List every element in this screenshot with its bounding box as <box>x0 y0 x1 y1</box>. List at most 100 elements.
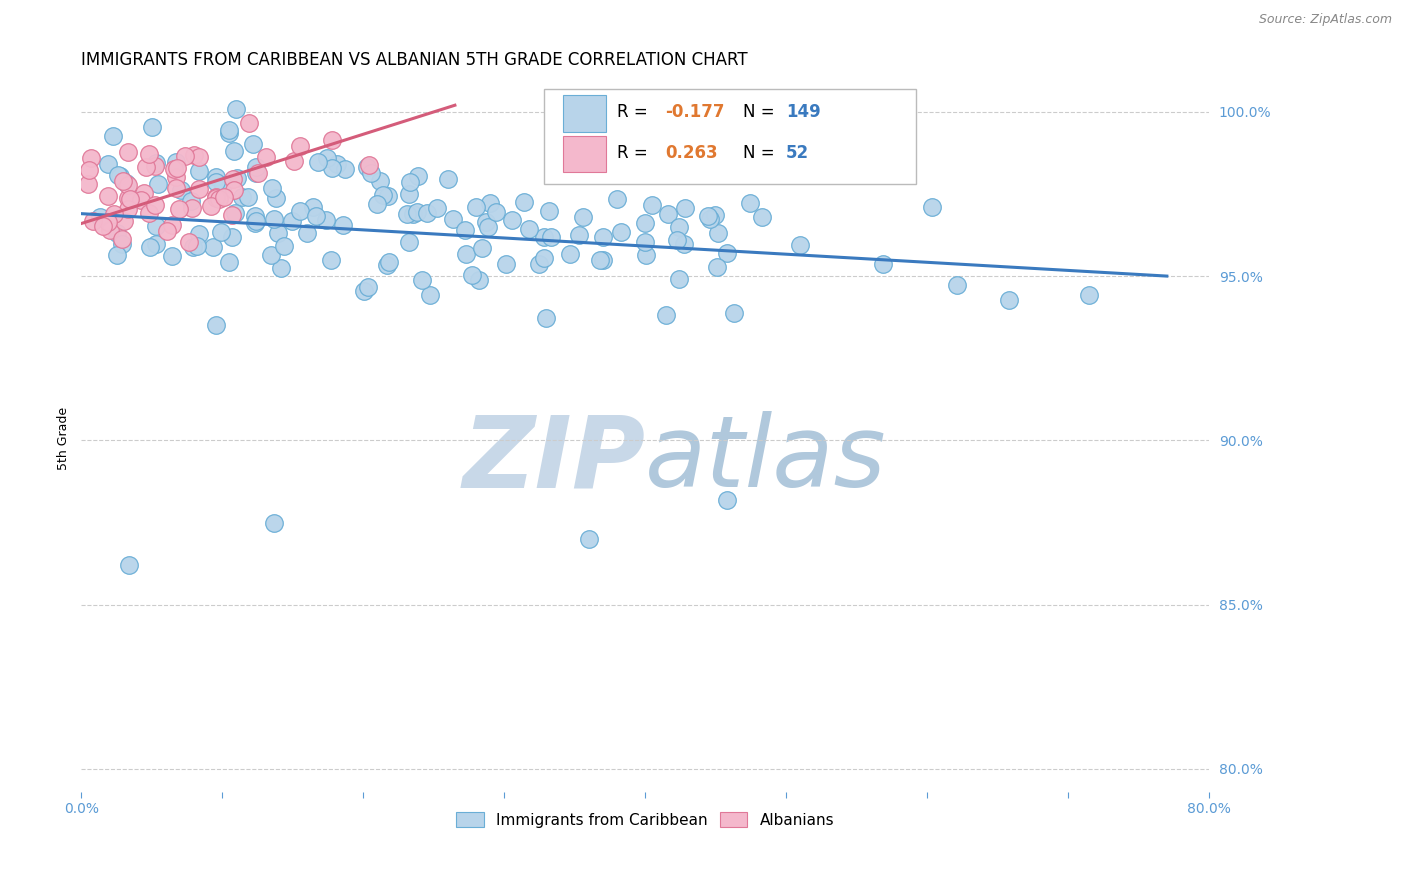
Text: 149: 149 <box>786 103 821 121</box>
Point <box>657 207 679 221</box>
Point <box>353 284 375 298</box>
Point <box>321 133 343 147</box>
Point <box>406 169 429 184</box>
Point <box>211 178 233 192</box>
Point <box>707 226 730 240</box>
Point <box>568 228 591 243</box>
Point <box>166 161 188 176</box>
Point <box>134 186 156 201</box>
Point <box>77 178 100 192</box>
Point <box>540 230 562 244</box>
Point <box>183 147 205 161</box>
Point <box>921 200 943 214</box>
Point <box>82 214 104 228</box>
Point <box>156 224 179 238</box>
Point <box>301 200 323 214</box>
Point <box>204 318 226 332</box>
Point <box>187 163 209 178</box>
Text: R =: R = <box>617 144 652 162</box>
Point <box>80 151 103 165</box>
Point <box>319 252 342 267</box>
Point <box>180 194 202 208</box>
Point <box>145 156 167 170</box>
Point <box>97 156 120 170</box>
Point <box>225 102 247 116</box>
Point <box>112 214 135 228</box>
Point <box>307 155 329 169</box>
Point <box>165 180 187 194</box>
Point <box>77 163 100 178</box>
Point <box>118 558 141 573</box>
Point <box>101 128 124 143</box>
Point <box>129 193 152 207</box>
Point <box>243 216 266 230</box>
Point <box>143 159 166 173</box>
Text: ZIP: ZIP <box>463 411 645 508</box>
Point <box>398 187 420 202</box>
FancyBboxPatch shape <box>544 89 915 185</box>
Text: -0.177: -0.177 <box>665 103 725 121</box>
Point <box>606 193 628 207</box>
Point <box>465 200 488 214</box>
Point <box>160 218 183 232</box>
Text: N =: N = <box>744 103 780 121</box>
Point <box>357 280 380 294</box>
Point <box>305 209 328 223</box>
Point <box>270 261 292 276</box>
Point <box>98 223 121 237</box>
Point <box>221 208 243 222</box>
Point <box>588 162 610 177</box>
Point <box>218 123 240 137</box>
Point <box>501 213 523 227</box>
Point <box>103 207 125 221</box>
Point <box>377 189 399 203</box>
Point <box>454 223 477 237</box>
Point <box>655 308 678 322</box>
Point <box>143 197 166 211</box>
Point <box>205 190 228 204</box>
FancyBboxPatch shape <box>562 95 606 132</box>
Point <box>107 168 129 182</box>
Point <box>485 205 508 219</box>
Point <box>236 189 259 203</box>
Point <box>166 169 188 184</box>
Text: 52: 52 <box>786 144 810 162</box>
Point <box>419 288 441 302</box>
Point <box>260 180 283 194</box>
Point <box>186 238 208 252</box>
Point <box>699 211 721 226</box>
Point <box>266 190 288 204</box>
Point <box>245 160 267 174</box>
Point <box>160 249 183 263</box>
Point <box>571 210 593 224</box>
Text: R =: R = <box>617 103 652 121</box>
Point <box>138 146 160 161</box>
Point <box>118 192 141 206</box>
Point <box>640 198 662 212</box>
Point <box>209 226 232 240</box>
Point <box>368 174 391 188</box>
Point <box>356 160 378 174</box>
Point <box>254 150 277 164</box>
Point <box>398 175 420 189</box>
Point <box>181 239 204 253</box>
Point <box>454 246 477 260</box>
Point <box>316 152 339 166</box>
Point <box>609 226 631 240</box>
Point <box>117 202 139 216</box>
Point <box>205 175 228 189</box>
Point <box>290 138 312 153</box>
Point <box>517 222 540 236</box>
Point <box>173 148 195 162</box>
Point <box>398 235 420 249</box>
Point <box>218 255 240 269</box>
Point <box>415 206 437 220</box>
Point <box>321 161 343 175</box>
Point <box>105 248 128 262</box>
Point <box>716 246 738 260</box>
Legend: Immigrants from Caribbean, Albanians: Immigrants from Caribbean, Albanians <box>450 805 841 834</box>
Point <box>163 161 186 176</box>
Point <box>167 202 190 216</box>
Point <box>145 219 167 234</box>
Point <box>751 210 773 224</box>
